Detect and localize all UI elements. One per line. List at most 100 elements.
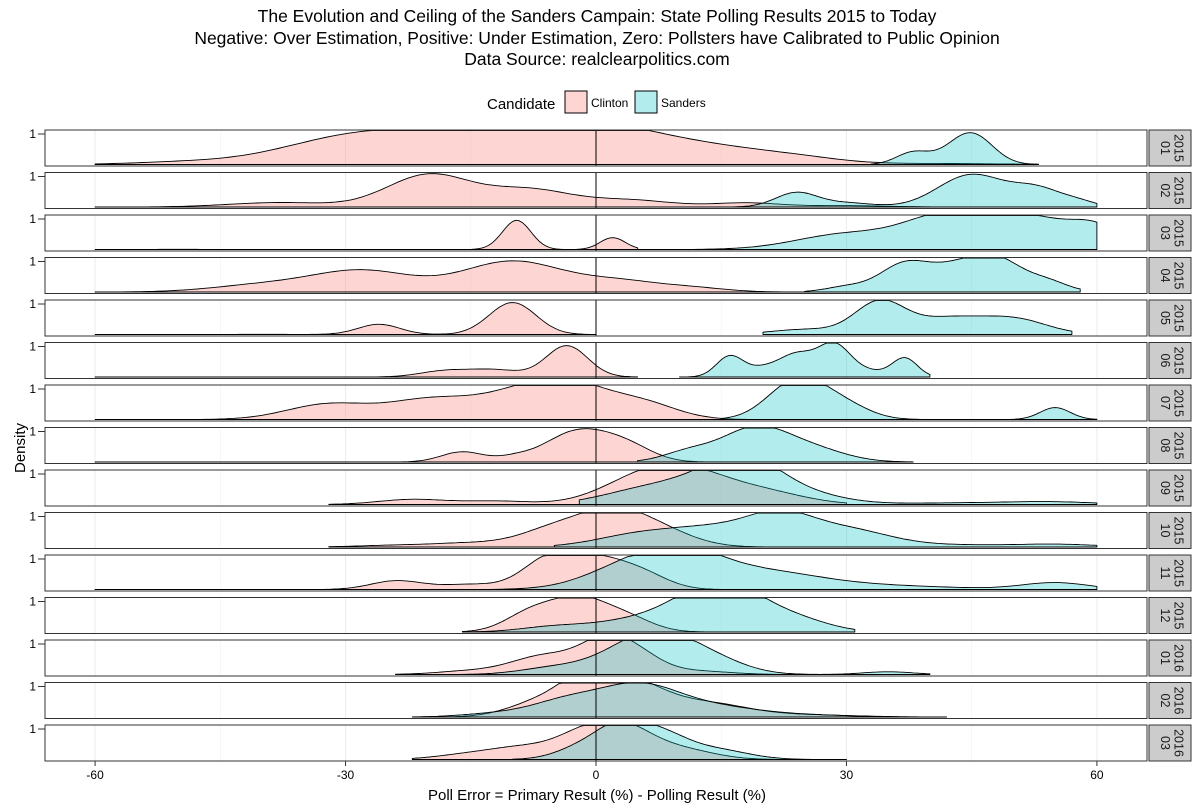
- facet-strip-label: 201507: [1157, 389, 1185, 417]
- density-clinton: [328, 470, 847, 505]
- y-tick-label: 1: [29, 552, 36, 566]
- facet-panel: 1 201512: [29, 595, 1192, 634]
- facet-strip-label-line: 2016: [1171, 729, 1185, 757]
- facet-strip-label-line: 2015: [1171, 347, 1185, 375]
- density-sanders: [804, 257, 1081, 293]
- facet-strip-label-line: 03: [1157, 226, 1171, 240]
- density-clinton: [94, 302, 597, 335]
- density-clinton: [94, 260, 806, 293]
- facet-strip-label-line: 02: [1157, 184, 1171, 198]
- panel-border: [44, 257, 1148, 294]
- facet-strip: [1148, 597, 1192, 634]
- y-tick-label: 1: [29, 680, 36, 694]
- facet-strip-label-line: 03: [1157, 736, 1171, 750]
- density-sanders: [720, 173, 1098, 208]
- facet-strip-label-line: 12: [1157, 609, 1171, 623]
- facet-panel: 1 201510: [29, 510, 1192, 549]
- facet-strip-label-line: 06: [1157, 354, 1171, 368]
- density-sanders: [461, 597, 856, 633]
- panel-border: [44, 384, 1148, 422]
- facet-strip: [1148, 214, 1192, 252]
- legend: Candidate Clinton Sanders: [487, 90, 706, 114]
- facet-strip: [1148, 554, 1192, 592]
- facet-strip-label-line: 2015: [1171, 559, 1185, 587]
- panel-border: [44, 639, 1148, 677]
- facet-strip: [1148, 172, 1192, 209]
- facet-panel: 1 201507: [29, 382, 1192, 422]
- y-axis-title: Density: [12, 422, 29, 473]
- facet-strip-label-line: 08: [1157, 439, 1171, 453]
- density-clinton: [94, 345, 639, 378]
- y-tick-label: 1: [29, 297, 36, 311]
- facet-strip-label: 201510: [1157, 517, 1185, 545]
- facet-strip-label-line: 2015: [1171, 517, 1185, 545]
- title-line-1: The Evolution and Ceiling of the Sanders…: [258, 6, 937, 26]
- facet-strip-label-line: 2015: [1171, 219, 1185, 247]
- facet-strip: [1148, 129, 1192, 167]
- facet-strip-label-line: 2015: [1171, 389, 1185, 417]
- density-sanders: [637, 427, 914, 463]
- facet-strip-label: 201512: [1157, 602, 1185, 630]
- x-tick-label: 30: [840, 768, 854, 782]
- facet-strip-label-line: 2015: [1171, 432, 1185, 460]
- legend-key-sanders: [634, 90, 658, 114]
- facet-strip: [1148, 384, 1192, 422]
- facet-strip-label-line: 2015: [1171, 602, 1185, 630]
- chart-title: The Evolution and Ceiling of the Sanders…: [194, 6, 999, 69]
- facet-panel: 1 201602: [29, 680, 1192, 719]
- facet-strip: [1148, 512, 1192, 549]
- facet-strip: [1148, 427, 1192, 464]
- y-tick-label: 1: [29, 425, 36, 439]
- facet-panel: 1 201501: [29, 127, 1192, 167]
- panel-border: [44, 682, 1148, 719]
- panel-border: [44, 554, 1148, 592]
- facet-panel: 1 201502: [29, 170, 1192, 209]
- facet-strip-label-line: 11: [1157, 567, 1171, 580]
- facet-strip-label-line: 01: [1157, 141, 1171, 155]
- facet-panel: 1 201509: [29, 467, 1192, 507]
- y-tick-label: 1: [29, 722, 36, 736]
- facet-strip-label-line: 07: [1157, 396, 1171, 410]
- panel-border: [44, 129, 1148, 167]
- facet-panel: 1 201601: [29, 637, 1192, 677]
- x-tick-label: 0: [593, 768, 600, 782]
- panel-border: [44, 172, 1148, 209]
- density-sanders: [553, 512, 1098, 548]
- facet-strip-label-line: 05: [1157, 311, 1171, 325]
- facet-panels: 1201501120150212015031201504120150512015…: [29, 127, 1192, 762]
- x-axis-ticks: -60 -30 0 30 60: [86, 761, 1104, 782]
- facet-strip-label-line: 09: [1157, 481, 1171, 495]
- panel-border: [44, 299, 1148, 337]
- density-clinton: [328, 512, 764, 548]
- facet-strip-label: 201501: [1157, 134, 1185, 162]
- facet-strip: [1148, 299, 1192, 337]
- density-sanders: [578, 470, 1098, 505]
- legend-key-clinton: [564, 90, 588, 114]
- y-tick-label: 1: [29, 340, 36, 354]
- facet-strip-label-line: 2016: [1171, 644, 1185, 672]
- facet-panel: 1 201504: [29, 255, 1192, 294]
- y-tick-label: 1: [29, 212, 36, 226]
- facet-strip: [1148, 682, 1192, 719]
- facet-strip-label-line: 2016: [1171, 687, 1185, 715]
- x-tick-label: -60: [86, 768, 104, 782]
- x-axis: -60 -30 0 30 60 Poll Error = Primary Result …: [86, 761, 1104, 804]
- facet-strip-label: 201603: [1157, 729, 1185, 757]
- density-clinton: [94, 173, 931, 208]
- facet-strip: [1148, 724, 1192, 762]
- facet-strip-label-line: 01: [1157, 651, 1171, 665]
- x-tick-label: 60: [1090, 768, 1104, 782]
- density-clinton: [94, 385, 747, 420]
- legend-label-clinton: Clinton: [591, 96, 628, 110]
- facet-strip-label: 201504: [1157, 262, 1185, 290]
- density-sanders: [679, 342, 931, 378]
- facet-panel: 1 201508: [29, 425, 1192, 464]
- facet-strip-label: 201511: [1157, 559, 1185, 587]
- panel-border: [44, 512, 1148, 549]
- legend-label-sanders: Sanders: [661, 96, 706, 110]
- facet-strip-label-line: 02: [1157, 694, 1171, 708]
- facet-strip-label-line: 2015: [1171, 262, 1185, 290]
- density-sanders: [871, 132, 1039, 165]
- facet-panel: 1 201511: [29, 552, 1192, 592]
- facet-strip-label-line: 2015: [1171, 304, 1185, 332]
